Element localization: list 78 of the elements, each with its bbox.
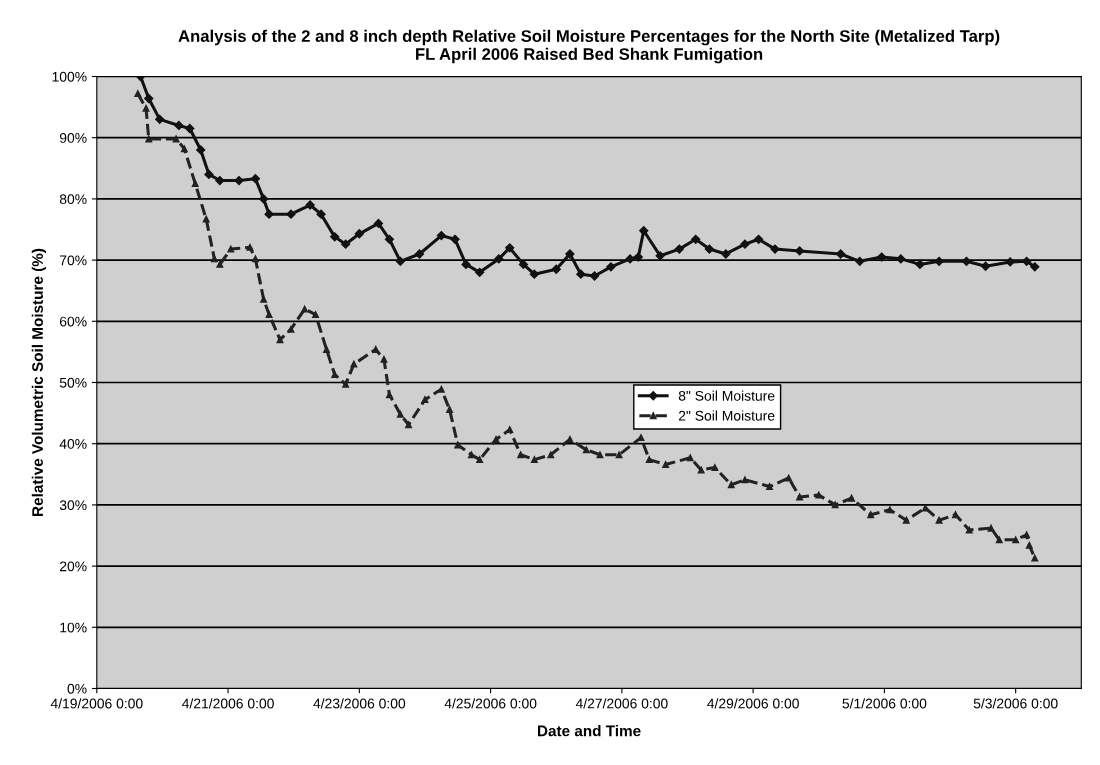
point [373,218,384,229]
point [395,256,405,266]
x-tick-label: 4/25/2006 0:00 [444,698,537,709]
y-axis-title: Relative Volumetric Soil Moisture (%) [31,248,46,516]
point [354,229,364,239]
y-tick-label: 50% [59,377,87,388]
point [565,249,575,259]
point [1030,262,1040,272]
point [529,269,539,279]
legend-label: 2" Soil Moisture [678,410,775,421]
point [234,175,244,186]
point [264,209,274,219]
point [625,254,635,264]
point [639,226,649,236]
point [384,234,395,244]
y-tick-label: 0% [67,683,87,694]
point [674,244,684,254]
point [606,262,616,272]
point [896,254,906,264]
y-tick-label: 20% [59,561,87,572]
point [740,239,750,249]
point [258,194,269,204]
x-tick-label: 4/19/2006 0:00 [50,698,143,709]
point [185,123,195,134]
y-tick-label: 80% [59,194,87,205]
point [961,256,972,266]
point [915,259,925,270]
point [505,243,515,253]
point [633,252,643,262]
point [144,93,154,104]
point [655,251,665,261]
point [461,259,471,270]
point [250,174,261,184]
point [704,244,715,254]
point [1005,257,1015,267]
y-tick-label: 30% [59,500,87,511]
point [414,249,425,259]
point [341,239,351,249]
point [589,271,600,281]
point [286,209,296,219]
x-tick-label: 4/27/2006 0:00 [575,698,668,709]
point [204,169,214,180]
x-tick-label: 4/29/2006 0:00 [707,698,799,709]
point [305,200,315,210]
y-tick-label: 60% [59,316,87,327]
point [174,120,184,131]
point [795,246,805,256]
y-tick-label: 90% [59,133,87,143]
point [836,249,846,259]
y-tick-label: 70% [59,255,87,266]
x-tick-label: 4/21/2006 0:00 [182,698,274,709]
point [215,175,225,186]
point [316,209,326,219]
point [494,254,504,264]
point [196,145,206,155]
y-tick-label: 40% [59,439,87,449]
point [450,234,460,244]
x-tick-label: 4/23/2006 0:00 [313,698,406,709]
point [877,252,887,262]
x-axis-title: Date and Time [538,725,641,737]
point [691,234,701,244]
point [721,249,731,259]
y-tick-label: 100% [52,71,87,82]
point [155,114,165,124]
point [980,261,991,271]
legend-label: 8" Soil Moisture [678,390,775,401]
point [753,234,764,244]
chart-title: Analysis of the 2 and 8 inch depth Relative Soil Moisture Percentages for the North Site (Metalized Tarp) FL April 2006 Raised Bed Shank Fumigation [178,29,1000,64]
point [576,269,586,279]
point [855,256,865,266]
x-tick-label: 5/1/2006 0:00 [842,698,927,709]
point [330,232,340,242]
point [518,259,529,270]
point [436,230,446,241]
y-tick-label: 10% [60,622,87,633]
x-tick-label: 5/3/2006 0:00 [973,698,1058,709]
point [475,267,485,277]
point [551,264,561,274]
